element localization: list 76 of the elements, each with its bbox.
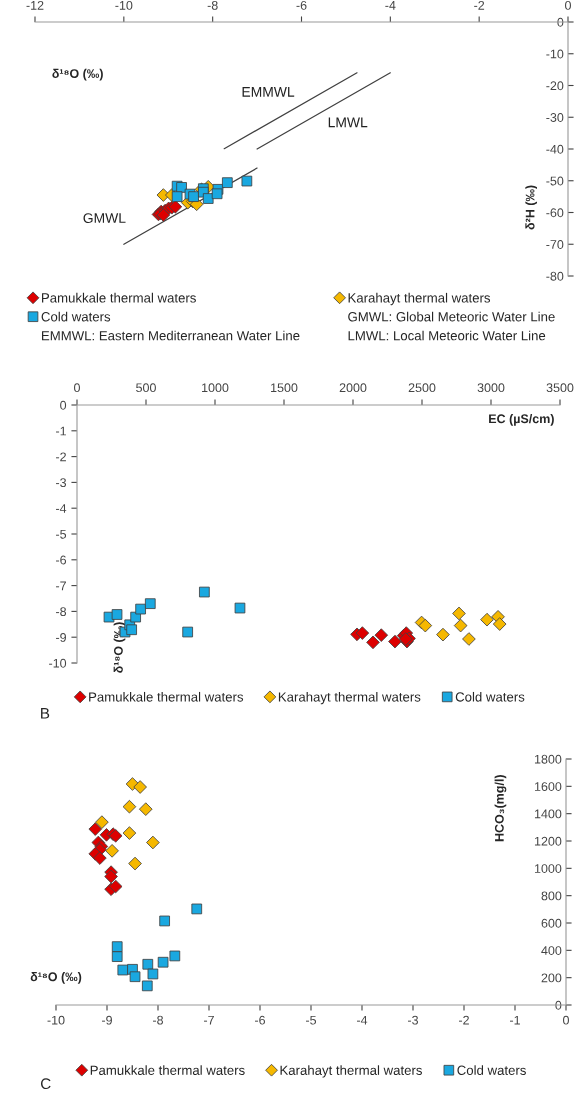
x-tick-label: -6 bbox=[296, 0, 307, 10]
y-tick-label: -7 bbox=[56, 581, 66, 591]
x-tick-label: -8 bbox=[153, 1015, 164, 1025]
legend-label: Karahayt thermal waters bbox=[278, 691, 421, 705]
x-tick-label: 2000 bbox=[339, 383, 367, 393]
y-tick-label: -4 bbox=[56, 504, 67, 513]
legend-label: Cold waters bbox=[455, 691, 525, 702]
x-tick-label: -9 bbox=[102, 1015, 112, 1025]
x-tick-label: -6 bbox=[255, 1015, 266, 1025]
legend-label: Cold waters bbox=[41, 311, 111, 322]
x-tick-label: -5 bbox=[306, 1015, 317, 1025]
legend-label: Karahayt thermal waters bbox=[348, 292, 491, 306]
y-tick-label: 1000 bbox=[534, 864, 562, 873]
y-tick-label: -40 bbox=[546, 144, 564, 154]
x-tick-label: -4 bbox=[357, 1015, 368, 1025]
text: LMWL: Local Meteoric Water Line bbox=[348, 330, 546, 341]
y-tick-label: 0 bbox=[60, 400, 67, 410]
y-tick-label: -3 bbox=[56, 478, 67, 488]
x-axis-title: EC (µS/cm) bbox=[489, 414, 554, 426]
series-label: EMMWL bbox=[242, 87, 295, 97]
x-axis-title: δ¹⁸O (‰) bbox=[30, 972, 82, 984]
y-tick-label: -20 bbox=[546, 81, 564, 91]
x-tick-label: -7 bbox=[204, 1015, 214, 1025]
text: GMWL: Global Meteoric Water Line bbox=[348, 311, 555, 322]
x-tick-label: 3000 bbox=[477, 383, 505, 393]
x-tick-label: -8 bbox=[207, 0, 218, 10]
series-label: LMWL bbox=[328, 117, 368, 128]
text: C bbox=[40, 1078, 51, 1090]
x-tick-label: -2 bbox=[459, 1015, 469, 1025]
y-tick-label: 800 bbox=[541, 891, 562, 901]
y-tick-label: -10 bbox=[546, 49, 564, 59]
series-label: GMWL bbox=[83, 213, 126, 223]
x-tick-label: -12 bbox=[26, 0, 44, 10]
legend-label: Pamukkale thermal waters bbox=[90, 1065, 245, 1075]
y-tick-label: 1800 bbox=[534, 754, 562, 764]
x-axis-title: δ¹⁸O (‰) bbox=[52, 68, 103, 81]
y-tick-label: 0 bbox=[555, 1000, 562, 1010]
x-tick-label: -1 bbox=[510, 1015, 520, 1025]
legend-label: Karahayt thermal waters bbox=[280, 1065, 422, 1078]
x-tick-label: 3500 bbox=[546, 383, 574, 393]
text: EMMWL: Eastern Mediterranean Water Line bbox=[42, 330, 300, 341]
y-tick-label: -6 bbox=[56, 555, 67, 565]
x-tick-label: -3 bbox=[408, 1015, 419, 1025]
x-tick-label: -4 bbox=[385, 1, 396, 10]
y-axis-title: HCO₃(mg/l) bbox=[494, 775, 507, 842]
y-tick-label: -1 bbox=[56, 426, 66, 436]
x-tick-label: 2500 bbox=[408, 383, 436, 393]
y-tick-label: -5 bbox=[56, 529, 67, 539]
x-tick-label: -10 bbox=[115, 0, 133, 10]
x-tick-label: 1000 bbox=[202, 383, 229, 393]
y-tick-label: -80 bbox=[546, 271, 564, 281]
y-tick-label: 1600 bbox=[534, 782, 562, 791]
legend-label: Pamukkale thermal waters bbox=[89, 691, 244, 702]
y-axis-title: δ²H (‰) bbox=[525, 185, 538, 230]
y-tick-label: 1200 bbox=[534, 836, 562, 846]
y-tick-label: -9 bbox=[56, 633, 66, 642]
text: B bbox=[41, 708, 50, 719]
x-tick-label: -2 bbox=[474, 0, 485, 10]
x-tick-label: 1500 bbox=[271, 383, 298, 393]
y-tick-label: 1400 bbox=[534, 809, 562, 819]
y-tick-label: -8 bbox=[56, 607, 67, 617]
y-tick-label: -30 bbox=[546, 113, 564, 122]
x-tick-label: 0 bbox=[74, 383, 80, 393]
legend-label: Pamukkale thermal waters bbox=[42, 292, 196, 303]
y-tick-label: -2 bbox=[56, 452, 66, 462]
y-tick-label: 200 bbox=[541, 973, 562, 983]
x-tick-label: 500 bbox=[136, 383, 156, 393]
y-tick-label: 400 bbox=[541, 946, 562, 955]
y-tick-label: 0 bbox=[557, 17, 564, 27]
y-tick-label: -70 bbox=[546, 240, 564, 249]
legend-label: Cold waters bbox=[457, 1065, 526, 1075]
x-tick-label: 0 bbox=[565, 0, 571, 10]
y-tick-label: 600 bbox=[541, 918, 562, 928]
y-tick-label: -60 bbox=[546, 208, 564, 218]
y-tick-label: -10 bbox=[49, 658, 67, 668]
y-tick-label: -50 bbox=[546, 176, 564, 186]
